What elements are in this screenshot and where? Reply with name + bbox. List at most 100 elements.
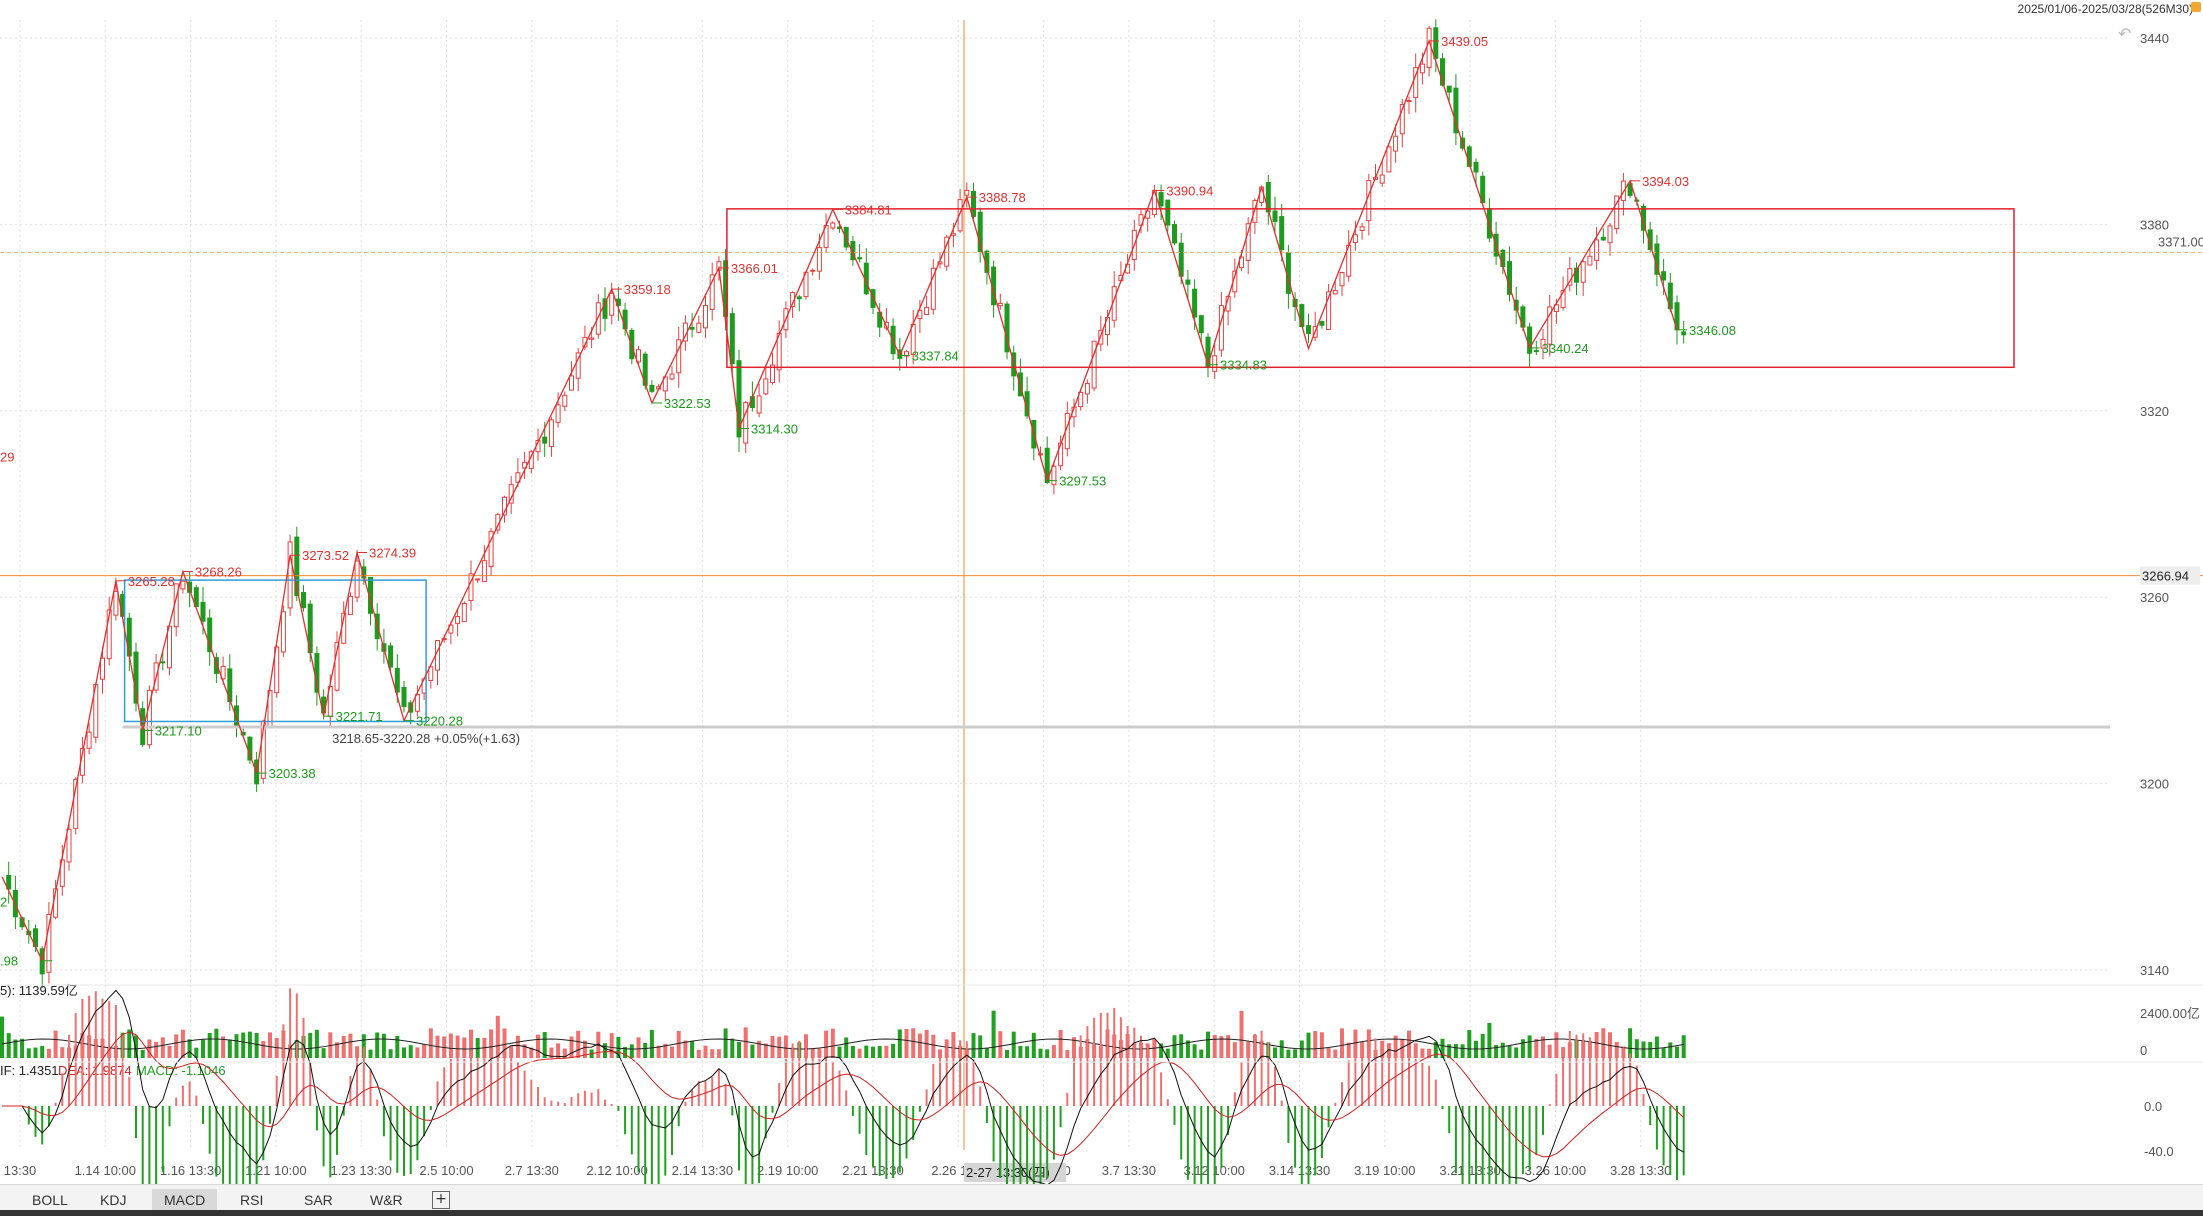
candle-body xyxy=(542,436,548,444)
volume-bar xyxy=(529,1047,534,1058)
volume-bar xyxy=(1340,1028,1344,1058)
volume-bar xyxy=(998,1031,1003,1058)
candle-body xyxy=(582,336,588,348)
candle-body xyxy=(1419,63,1425,74)
volume-bar xyxy=(428,1028,433,1058)
volume-bar xyxy=(897,1029,902,1058)
volume-bar xyxy=(824,1030,829,1058)
tab-wr[interactable]: W&R xyxy=(370,1192,403,1208)
volume-bar xyxy=(991,1010,996,1058)
volume-bar xyxy=(1219,1036,1224,1058)
x-tick-label: 3.19 10:00 xyxy=(1354,1163,1415,1178)
volume-bar xyxy=(1467,1030,1472,1058)
candle-body xyxy=(709,274,715,310)
volume-bar xyxy=(562,1048,567,1058)
volume-bar xyxy=(462,1037,467,1058)
candle-body xyxy=(729,313,735,364)
candle-body xyxy=(207,617,213,653)
volume-bar xyxy=(214,1028,219,1058)
x-tick-label: 13:30 xyxy=(4,1163,37,1178)
candle-body xyxy=(689,326,695,330)
candle-body xyxy=(1587,255,1593,266)
add-indicator-icon[interactable]: + xyxy=(432,1191,450,1209)
range-box-blue[interactable] xyxy=(123,579,427,723)
volume-bar xyxy=(1273,1047,1277,1058)
candle-body xyxy=(1661,271,1667,281)
candle-body xyxy=(1218,305,1224,351)
range-box-red[interactable] xyxy=(726,208,2015,369)
candle-body xyxy=(1681,331,1687,336)
price-chart[interactable]: 3440 3380 3320 3260 3200 3140 13:30 1.14 10:00 1… xyxy=(0,0,2203,1184)
volume-bar xyxy=(368,1049,373,1058)
volume-bar xyxy=(1165,1048,1170,1058)
volume-bar xyxy=(455,1035,460,1058)
pivot-high-label: 3394.03 xyxy=(1642,174,1689,189)
candle-body xyxy=(1279,216,1285,250)
volume-bar xyxy=(1507,1045,1512,1058)
candle-body xyxy=(468,573,474,601)
volume-bar xyxy=(335,1042,339,1058)
candle-body xyxy=(1198,315,1204,334)
volume-bar xyxy=(676,1030,681,1058)
volume-bar xyxy=(502,1028,507,1058)
candle-body xyxy=(1319,321,1325,326)
volume-bar xyxy=(710,1049,715,1058)
candle-body xyxy=(924,306,930,315)
volume-bar xyxy=(261,1040,266,1058)
candle-body xyxy=(589,337,595,340)
pivot-high-label: 3273.52 xyxy=(302,548,349,563)
volume-bar xyxy=(623,1047,628,1058)
candle-body xyxy=(1580,261,1586,283)
volume-bar xyxy=(723,1028,728,1058)
candle-body xyxy=(481,560,487,582)
candle-body xyxy=(977,211,983,253)
volume-bar xyxy=(26,1048,31,1058)
volume-bar xyxy=(1192,1044,1197,1058)
volume-bar xyxy=(1038,1048,1043,1058)
tab-macd[interactable]: MACD xyxy=(152,1189,218,1211)
tab-boll[interactable]: BOLL xyxy=(32,1192,68,1208)
pivot-low-label: 3220.28 xyxy=(416,714,463,729)
macd-dea-line xyxy=(2,1031,1685,1158)
candle-body xyxy=(133,651,139,704)
candle-body xyxy=(113,590,119,616)
volume-bar xyxy=(616,1036,621,1058)
volume-bar xyxy=(1393,1035,1398,1058)
candle-body xyxy=(756,395,762,414)
candle-body xyxy=(676,339,682,374)
partial-edge-label: 2 xyxy=(0,895,7,910)
candle-body xyxy=(770,364,775,383)
candle-body xyxy=(187,581,193,593)
candle-body xyxy=(1339,272,1345,287)
volume-bar xyxy=(1045,1049,1050,1058)
candle-body xyxy=(1091,340,1097,389)
x-tick-label: 1.21 10:00 xyxy=(245,1163,306,1178)
volume-bar xyxy=(469,1029,473,1058)
candle-body xyxy=(1607,225,1613,244)
volume-bar xyxy=(750,1044,755,1058)
candle-body xyxy=(388,645,394,668)
tab-kdj[interactable]: KDJ xyxy=(100,1192,127,1208)
pivot-high-label: 3439.05 xyxy=(1441,34,1488,49)
volume-bar xyxy=(1675,1046,1679,1058)
volume-bar xyxy=(348,1033,353,1058)
volume-bar xyxy=(160,1037,165,1058)
candle-body xyxy=(200,601,206,622)
candle-body xyxy=(73,778,79,829)
volume-bar xyxy=(1480,1034,1485,1058)
undo-icon[interactable]: ↶ xyxy=(2118,24,2132,43)
volume-bar xyxy=(341,1035,346,1058)
volume-bar xyxy=(1547,1044,1552,1058)
settings-badge-icon[interactable] xyxy=(2191,2,2201,12)
tab-rsi[interactable]: RSI xyxy=(240,1192,264,1208)
volume-ma-line xyxy=(1,1038,1684,1050)
volume-bar xyxy=(20,1038,25,1058)
volume-bar xyxy=(33,1047,38,1058)
tab-sar[interactable]: SAR xyxy=(304,1192,333,1208)
volume-bar xyxy=(13,1039,18,1058)
volume-bar xyxy=(495,1015,500,1058)
volume-bar xyxy=(844,1037,849,1058)
volume-bar xyxy=(536,1034,540,1058)
volume-bar xyxy=(743,1027,748,1058)
volume-bar xyxy=(884,1045,889,1058)
